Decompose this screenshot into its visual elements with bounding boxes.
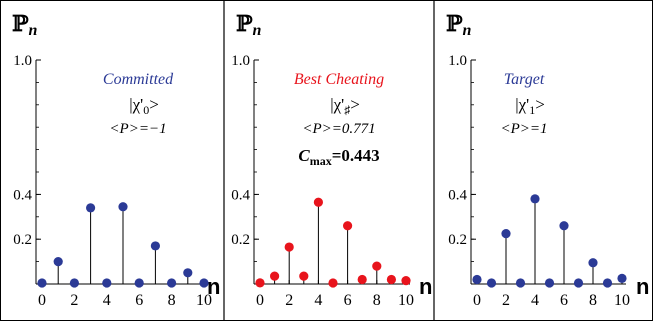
state-subscript: 0 — [143, 103, 149, 117]
x-tick-label: 2 — [502, 292, 510, 309]
annotation-title: Best Cheating — [294, 71, 384, 88]
y-axis-label-subscript: n — [29, 22, 38, 39]
y-axis-label: ℙn — [446, 11, 472, 39]
data-point — [588, 258, 598, 268]
data-point — [150, 241, 160, 251]
annotation-state: |χ'1> — [515, 95, 545, 117]
annotation-title: Committed — [103, 71, 174, 88]
data-point — [299, 271, 309, 281]
y-tick-label: 0.4 — [448, 187, 467, 203]
data-point — [486, 278, 497, 288]
x-tick-label: 0 — [473, 292, 481, 309]
data-point — [167, 278, 177, 288]
y-axis-label-subscript: n — [463, 22, 472, 39]
state-suffix: > — [350, 95, 360, 114]
data-point — [199, 278, 209, 288]
annotation-expectation: <P>=1 — [500, 121, 547, 137]
chart-panel-3: ℙn 0.2 0.4 1.0 0 2 4 6 8 10 n Target |χ'1> <P>=1 — [446, 11, 649, 309]
data-point — [617, 273, 627, 283]
y-tick-label: 0.4 — [13, 187, 32, 203]
data-point — [602, 278, 613, 288]
annotation-title: Target — [504, 71, 545, 88]
state-prefix: |χ' — [129, 95, 143, 114]
y-axis-label-subscript: n — [253, 22, 262, 39]
x-axis-label: n — [636, 274, 649, 299]
x-tick-label: 10 — [398, 292, 414, 309]
y-tick-label: 1.0 — [13, 53, 32, 69]
x-axis-label: n — [207, 274, 220, 299]
data-point — [328, 278, 338, 288]
x-tick-label: 0 — [38, 292, 46, 309]
annotation-expectation: <P>=0.771 — [302, 121, 375, 137]
cmax-subscript: max — [310, 154, 332, 168]
data-point — [37, 278, 47, 288]
data-point — [134, 278, 144, 288]
x-tick-label: 8 — [373, 292, 381, 309]
state-prefix: |χ' — [330, 95, 344, 114]
x-tick-label: 8 — [589, 292, 597, 309]
x-tick-label: 6 — [135, 292, 143, 309]
x-tick-label: 10 — [614, 292, 630, 309]
data-point — [118, 202, 128, 212]
data-point — [357, 274, 367, 285]
data-point — [270, 271, 280, 281]
x-tick-label: 4 — [103, 292, 111, 309]
state-subscript: 1 — [529, 103, 535, 117]
y-tick-label: 0.4 — [231, 187, 250, 203]
x-tick-label: 2 — [285, 292, 293, 309]
x-tick-label: 8 — [168, 292, 176, 309]
x-tick-label: 0 — [256, 292, 264, 309]
x-tick-label: 4 — [314, 292, 322, 309]
x-tick-label: 6 — [344, 292, 352, 309]
x-tick-label: 10 — [196, 292, 212, 309]
state-suffix: > — [535, 95, 545, 114]
y-tick-label: 0.2 — [448, 232, 467, 248]
data-point — [515, 278, 526, 288]
y-tick-label: 0.2 — [13, 232, 32, 248]
y-tick-label: 1.0 — [231, 53, 250, 69]
x-axis-label: n — [419, 274, 432, 299]
x-tick-label: 6 — [560, 292, 568, 309]
annotation-expectation: <P>=−1 — [109, 121, 166, 137]
data-point — [343, 221, 353, 231]
data-point — [386, 274, 396, 285]
data-point — [313, 197, 323, 207]
data-point — [53, 257, 63, 267]
chart-panel-2: ℙn 0.2 0.4 1.0 0 2 4 6 8 10 n Best Cheating |χ'♯> <P>… — [231, 11, 432, 309]
data-point — [501, 229, 511, 239]
data-point — [372, 261, 382, 271]
data-point — [401, 276, 411, 286]
data-point — [573, 278, 584, 288]
annotation-state: |χ'♯> — [330, 95, 360, 117]
data-point — [102, 278, 112, 288]
x-tick-label: 2 — [70, 292, 78, 309]
data-point — [69, 278, 79, 288]
state-prefix: |χ' — [515, 95, 529, 114]
y-tick-label: 0.2 — [231, 232, 250, 248]
annotation-state: |χ'0> — [129, 95, 159, 117]
data-point — [544, 278, 555, 288]
data-point — [284, 242, 294, 252]
state-subscript: ♯ — [344, 103, 350, 117]
y-axis-label: ℙn — [12, 11, 38, 39]
data-point — [183, 268, 193, 278]
data-point — [472, 274, 482, 285]
annotation-cmax: Cmax=0.443 — [298, 146, 379, 168]
y-tick-label: 1.0 — [448, 53, 467, 69]
data-point — [559, 221, 569, 231]
state-suffix: > — [149, 95, 159, 114]
data-point — [255, 278, 265, 288]
data-point — [86, 203, 96, 213]
cmax-value: =0.443 — [332, 146, 380, 165]
y-axis-label: ℙn — [236, 11, 262, 39]
data-point — [530, 194, 540, 204]
cmax-label: C — [298, 146, 310, 165]
x-tick-label: 4 — [531, 292, 539, 309]
